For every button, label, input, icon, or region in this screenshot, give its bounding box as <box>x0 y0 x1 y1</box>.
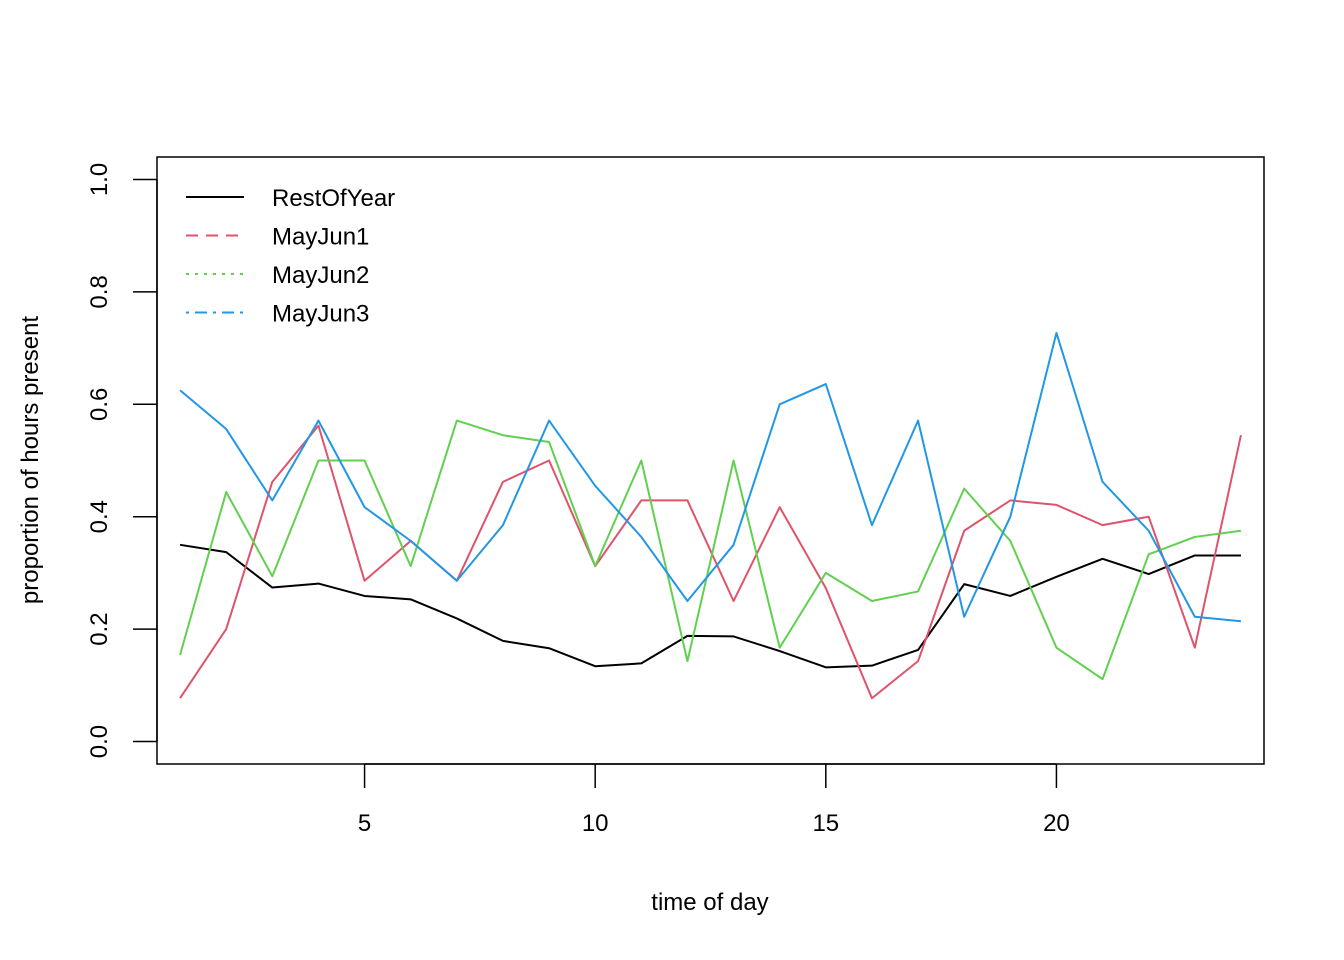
series-line-mayjun3 <box>179 331 1242 623</box>
series-line-mayjun2 <box>179 419 1242 681</box>
x-tick-label: 5 <box>358 810 371 837</box>
y-tick-label: 0.8 <box>86 275 113 308</box>
y-tick-label: 0.4 <box>86 500 113 533</box>
y-tick-label: 0.6 <box>86 388 113 421</box>
legend-label-mayjun2: MayJun2 <box>272 262 369 289</box>
series-line-mayjun1 <box>179 424 1242 700</box>
y-tick-label: 0.2 <box>86 612 113 645</box>
series-line-restofyear <box>179 543 1241 669</box>
legend-label-restofyear: RestOfYear <box>272 185 395 212</box>
x-tick-label: 15 <box>812 810 839 837</box>
y-axis: 0.0 0.2 0.4 0.6 0.8 1.0 <box>86 163 158 758</box>
y-tick-label: 1.0 <box>86 163 113 196</box>
y-tick-label: 0.0 <box>86 725 113 758</box>
x-tick-label: 10 <box>582 810 609 837</box>
series-layer <box>179 331 1242 700</box>
x-axis: 5 10 15 20 <box>358 763 1070 837</box>
legend: RestOfYear MayJun1 MayJun2 MayJun3 <box>186 185 395 328</box>
legend-label-mayjun3: MayJun3 <box>272 301 369 328</box>
y-axis-label: proportion of hours present <box>17 316 44 605</box>
legend-label-mayjun1: MayJun1 <box>272 224 369 251</box>
x-axis-label: time of day <box>651 889 768 916</box>
x-tick-label: 20 <box>1043 810 1070 837</box>
